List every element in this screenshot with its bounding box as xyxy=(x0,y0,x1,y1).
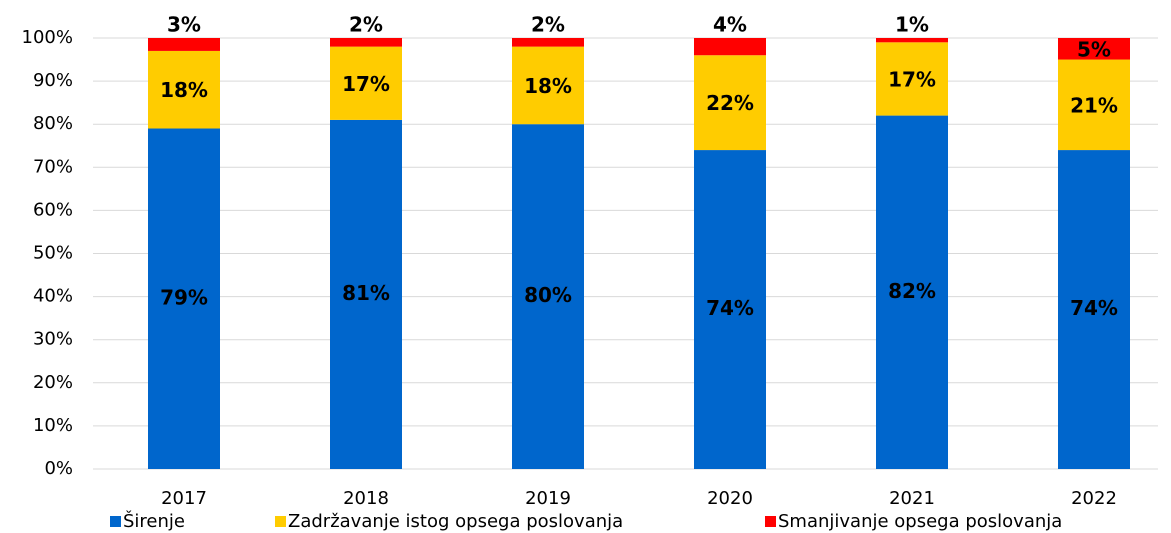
data-label: 80% xyxy=(524,283,572,307)
bar-segment xyxy=(330,38,402,47)
bar-segment xyxy=(1058,59,1130,151)
x-tick-label: 2021 xyxy=(889,488,935,509)
y-tick-label: 100% xyxy=(22,27,73,48)
y-tick-label: 90% xyxy=(33,70,73,91)
bar-segment xyxy=(512,46,584,125)
data-label: 5% xyxy=(1077,37,1111,61)
bar-segment xyxy=(148,50,220,129)
data-label: 21% xyxy=(1070,93,1118,117)
legend-label: Širenje xyxy=(123,510,185,532)
y-tick-label: 60% xyxy=(33,199,73,220)
data-label: 74% xyxy=(1070,296,1118,320)
y-tick-label: 10% xyxy=(33,415,73,436)
y-tick-label: 20% xyxy=(33,372,73,393)
bar-segment xyxy=(330,46,402,120)
data-label: 2% xyxy=(349,13,383,37)
bar-segment xyxy=(512,38,584,47)
data-label: 79% xyxy=(160,285,208,309)
legend-swatch xyxy=(275,516,286,527)
data-label: 4% xyxy=(713,13,747,37)
data-label: 2% xyxy=(531,13,565,37)
data-label: 1% xyxy=(895,13,929,37)
bar-segment xyxy=(148,38,220,51)
data-label: 82% xyxy=(888,279,936,303)
data-label: 17% xyxy=(888,67,936,91)
legend-label: Smanjivanje opsega poslovanja xyxy=(778,511,1062,532)
bar-segment xyxy=(876,115,948,469)
y-tick-label: 70% xyxy=(33,156,73,177)
bar-segment xyxy=(876,38,948,43)
data-label: 17% xyxy=(342,72,390,96)
x-tick-label: 2019 xyxy=(525,488,571,509)
bar-segment xyxy=(148,128,220,469)
y-tick-label: 30% xyxy=(33,329,73,350)
legend-swatch xyxy=(765,516,776,527)
y-tick-label: 0% xyxy=(44,458,73,479)
legend-swatch xyxy=(110,516,121,527)
data-label: 74% xyxy=(706,296,754,320)
bar-segment xyxy=(1058,38,1130,60)
bar-segment xyxy=(876,42,948,116)
y-tick-label: 50% xyxy=(33,243,73,264)
bar-segment xyxy=(330,119,402,469)
bar-segment xyxy=(1058,150,1130,469)
bar-segment xyxy=(694,150,766,469)
x-tick-label: 2017 xyxy=(161,488,207,509)
y-tick-label: 80% xyxy=(33,113,73,134)
bar-segment xyxy=(694,55,766,151)
data-label: 3% xyxy=(167,13,201,37)
bar-segment xyxy=(512,124,584,469)
x-tick-label: 2018 xyxy=(343,488,389,509)
legend-label: Zadržavanje istog opsega poslovanja xyxy=(288,511,623,532)
bar-segment xyxy=(694,38,766,56)
x-tick-label: 2022 xyxy=(1071,488,1117,509)
data-label: 18% xyxy=(160,78,208,102)
data-label: 18% xyxy=(524,74,572,98)
data-label: 22% xyxy=(706,91,754,115)
data-label: 81% xyxy=(342,281,390,305)
y-tick-label: 40% xyxy=(33,286,73,307)
x-tick-label: 2020 xyxy=(707,488,753,509)
